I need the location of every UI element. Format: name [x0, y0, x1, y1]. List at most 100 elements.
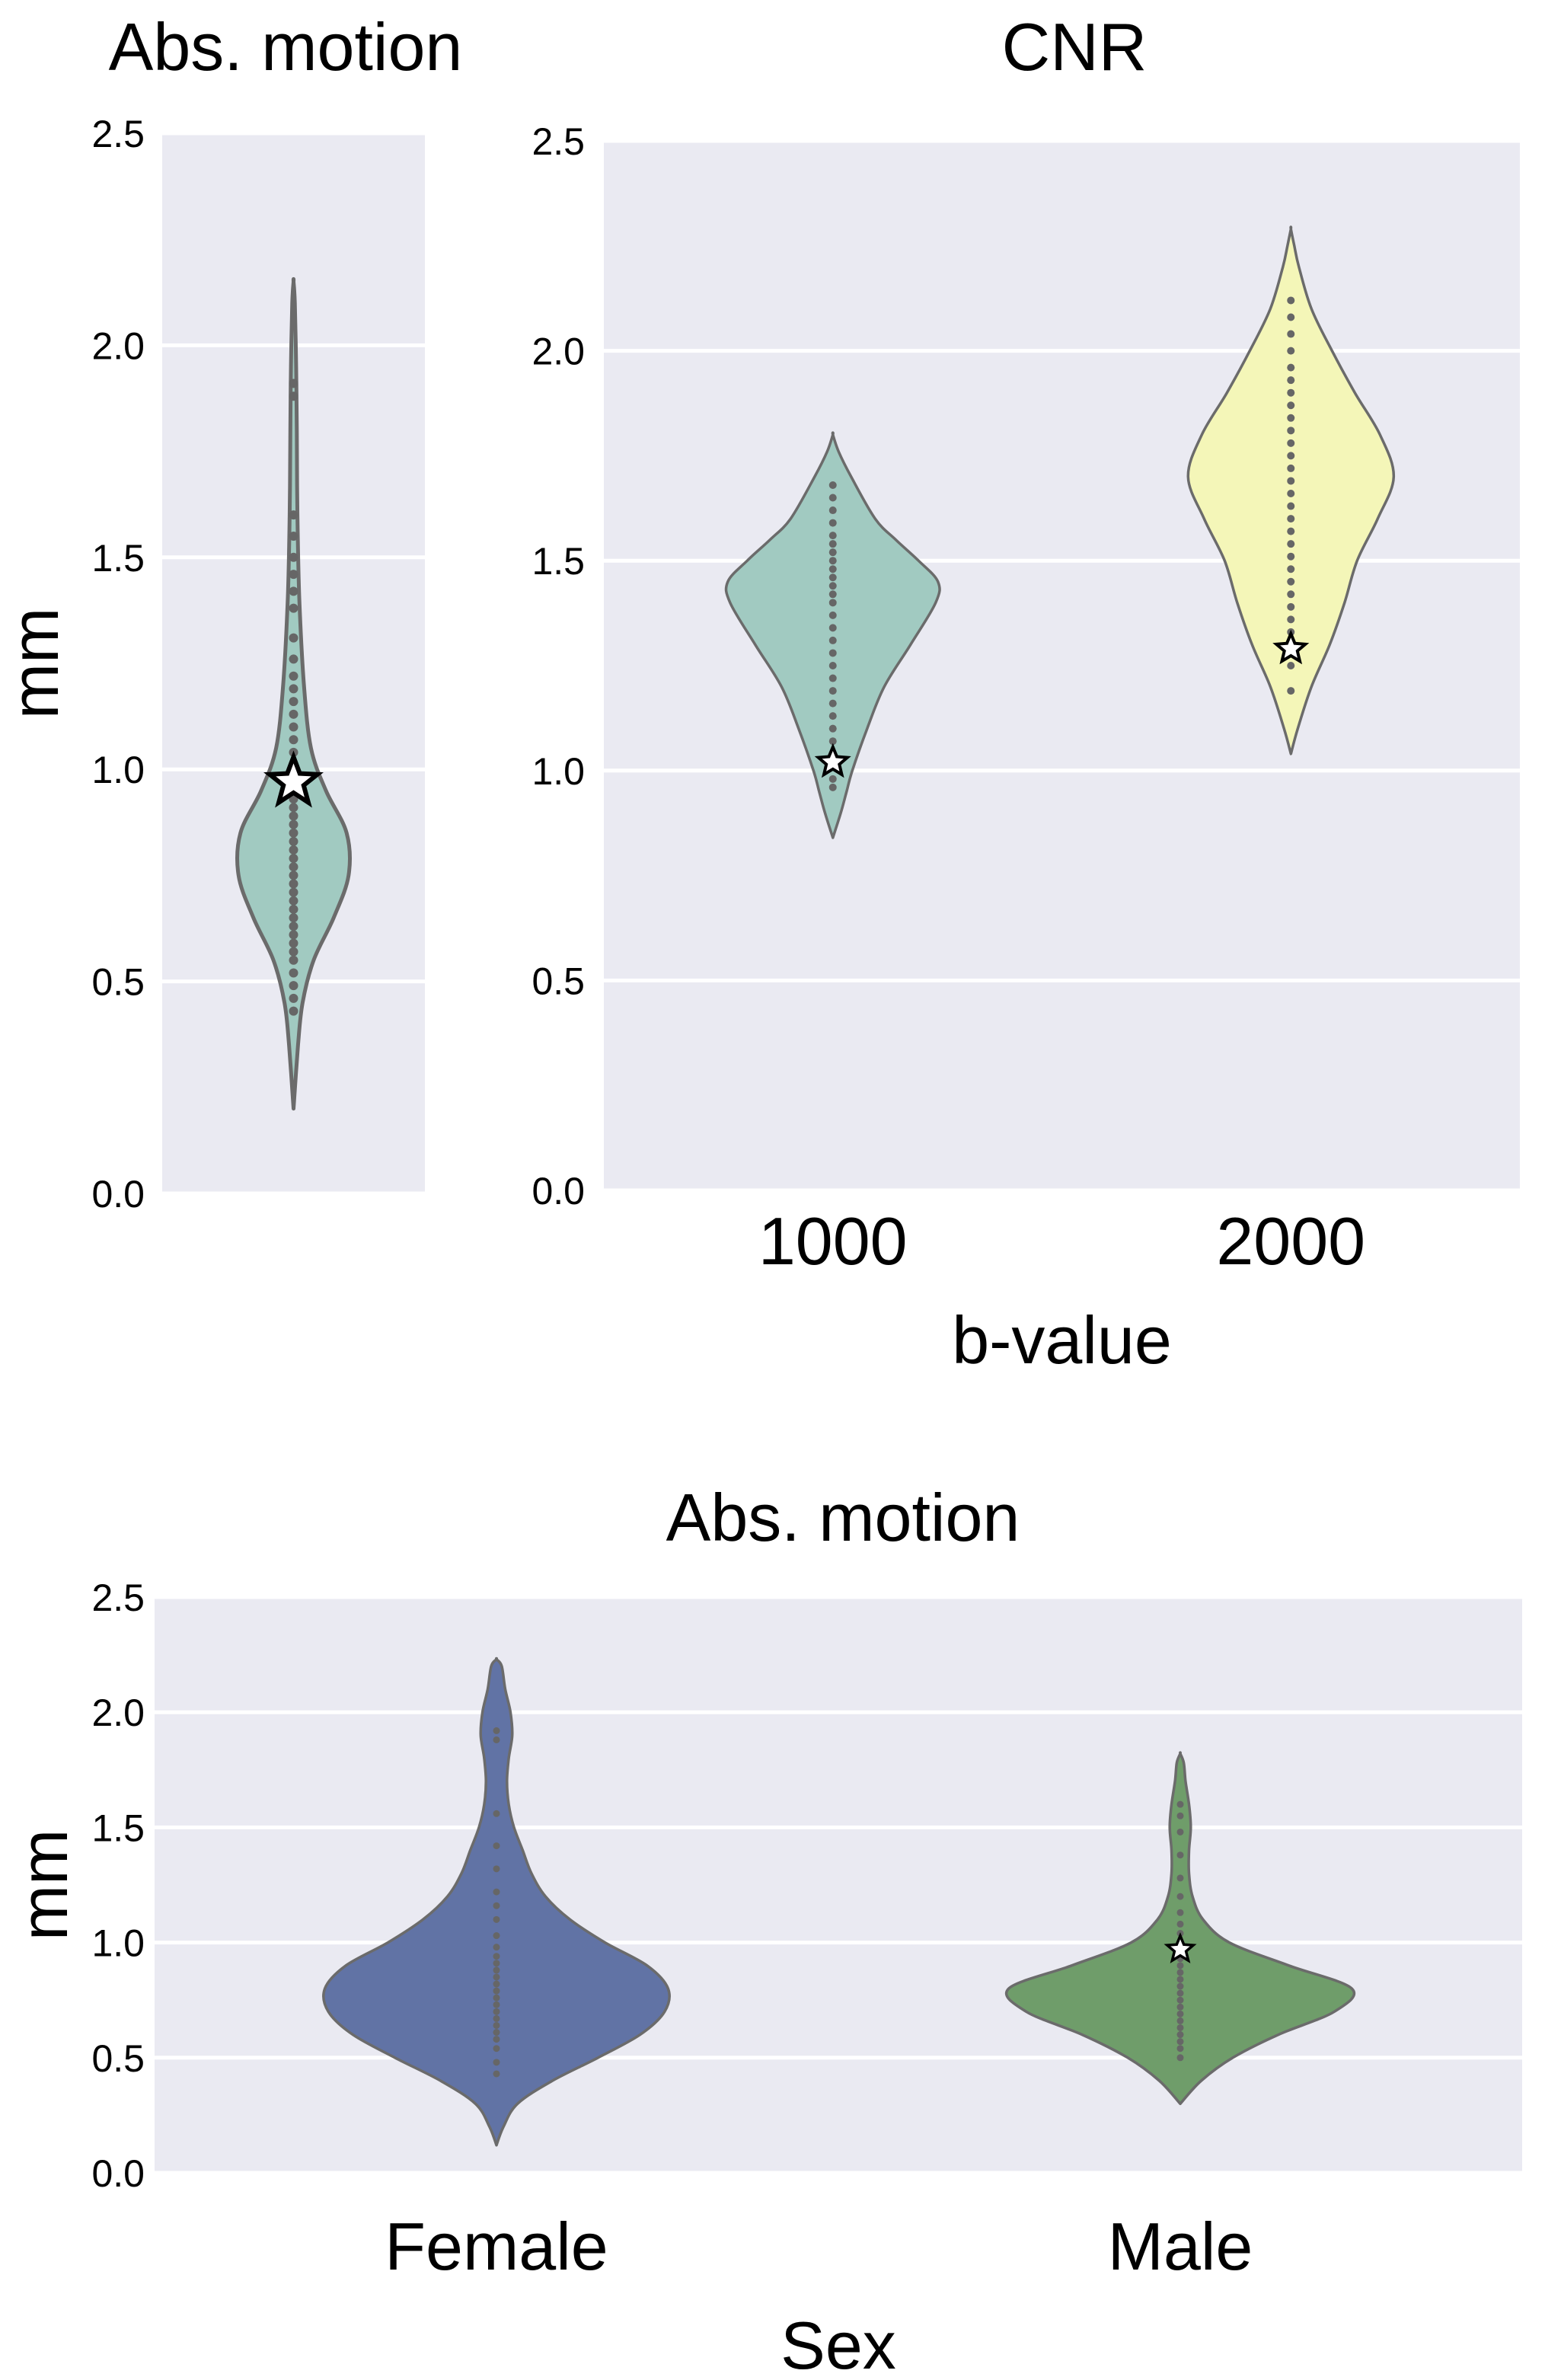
- data-point: [289, 930, 298, 940]
- data-point: [289, 735, 298, 745]
- data-point: [828, 712, 837, 720]
- data-point: [493, 1888, 500, 1896]
- data-point: [1176, 1996, 1184, 2004]
- data-point: [1287, 347, 1295, 355]
- data-point: [1287, 388, 1295, 397]
- data-point: [289, 871, 298, 880]
- data-point: [1176, 1812, 1184, 1819]
- data-point: [828, 481, 837, 489]
- data-point: [289, 671, 298, 681]
- data-point: [828, 649, 837, 657]
- chart-panel-1: 0.0 0.5 1.0 1.5 2.0 2.5 Abs. motion mm: [0, 9, 462, 1216]
- data-point: [493, 1960, 500, 1967]
- data-point: [1287, 477, 1295, 485]
- violin-body: [724, 431, 941, 839]
- violin-body: [322, 1656, 671, 2147]
- data-point: [828, 783, 837, 791]
- chart-panel-3: 0.0 0.5 1.0 1.5 2.0 2.5 Abs. motion mm Sex Female…: [6, 1480, 1522, 2380]
- chart-panel-2: 0.0 0.5 1.0 1.5 2.0 2.5 CNR b-value 1000 2000: [531, 9, 1520, 1378]
- data-point: [1287, 527, 1295, 535]
- data-point: [289, 845, 298, 855]
- data-point: [828, 674, 837, 682]
- data-point: [493, 1973, 500, 1981]
- x-axis-label: Sex: [780, 2308, 896, 2380]
- star-marker: [814, 743, 851, 778]
- data-point: [493, 1842, 500, 1850]
- data-point: [828, 737, 837, 746]
- data-point: [1287, 662, 1295, 669]
- data-point: [493, 2001, 500, 2008]
- data-point: [289, 1006, 298, 1016]
- data-point: [289, 531, 298, 541]
- data-point: [1287, 439, 1295, 447]
- data-point: [493, 1932, 500, 1940]
- data-point: [1287, 426, 1295, 435]
- data-point: [493, 2021, 500, 2029]
- data-point: [1176, 2031, 1184, 2039]
- data-point: [289, 654, 298, 664]
- y-tick-label: 0.0: [91, 2152, 145, 2195]
- y-tick-label: 2.5: [531, 120, 585, 163]
- violin-body: [235, 276, 353, 1111]
- data-point: [289, 993, 298, 1003]
- data-point: [1287, 330, 1295, 338]
- y-tick-label: 2.0: [91, 1692, 145, 1734]
- data-point: [289, 803, 298, 813]
- y-tick-label: 0.0: [91, 1173, 145, 1216]
- x-tick-label: Female: [385, 2209, 608, 2284]
- y-tick-label: 1.5: [531, 540, 585, 583]
- data-point: [493, 1865, 500, 1873]
- data-point: [1176, 1851, 1184, 1859]
- y-axis-label: mm: [6, 1829, 81, 1941]
- data-point: [1176, 1893, 1184, 1900]
- y-tick-label: 1.5: [91, 1807, 145, 1849]
- data-point: [828, 636, 837, 644]
- data-point: [493, 2045, 500, 2053]
- data-point: [828, 557, 837, 565]
- data-point: [828, 611, 837, 619]
- data-point: [1287, 401, 1295, 410]
- plot-background: [155, 1597, 1522, 2173]
- data-point: [1176, 1982, 1184, 1990]
- star-marker: [263, 750, 324, 808]
- data-point: [289, 938, 298, 948]
- data-point: [1176, 1909, 1184, 1916]
- data-point: [1287, 464, 1295, 472]
- data-point: [1287, 552, 1295, 561]
- data-point: [1287, 590, 1295, 599]
- violin-body: [1004, 1751, 1356, 2106]
- data-point: [289, 887, 298, 897]
- data-point: [1287, 515, 1295, 523]
- data-point: [828, 519, 837, 527]
- y-tick-label: 1.5: [91, 537, 145, 580]
- data-point: [493, 2059, 500, 2066]
- data-point: [289, 633, 298, 643]
- data-point: [493, 2036, 500, 2043]
- y-tick-label: 0.5: [91, 2037, 145, 2080]
- y-tick-label: 1.0: [91, 1922, 145, 1965]
- data-point: [828, 540, 837, 548]
- data-point: [1176, 1874, 1184, 1882]
- data-point: [493, 1736, 500, 1743]
- data-point: [828, 565, 837, 573]
- x-tick-label: 2000: [1216, 1203, 1365, 1279]
- data-point: [289, 722, 298, 732]
- data-point: [1287, 615, 1295, 624]
- data-point: [289, 879, 298, 889]
- y-tick-label: 0.5: [531, 960, 585, 1002]
- data-point: [1176, 2024, 1184, 2031]
- data-point: [828, 775, 837, 783]
- data-point: [493, 1980, 500, 1988]
- data-point: [289, 968, 298, 978]
- star-marker: [1164, 1932, 1197, 1963]
- data-point: [828, 662, 837, 669]
- data-point: [493, 1953, 500, 1960]
- data-point: [289, 709, 298, 719]
- data-point: [1176, 2017, 1184, 2024]
- data-point: [289, 684, 298, 694]
- y-tick-label: 2.0: [531, 331, 585, 373]
- data-point: [1176, 1920, 1184, 1928]
- data-point: [1287, 687, 1295, 695]
- data-point: [828, 624, 837, 632]
